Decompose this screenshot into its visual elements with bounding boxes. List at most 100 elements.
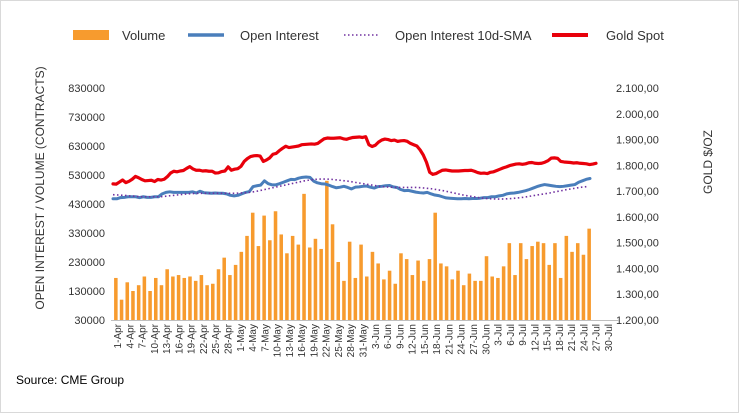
y-axis-left-ticks: 30000 130000 230000 330000 430000 530000 63000…: [68, 83, 105, 327]
volume-bar: [399, 253, 403, 320]
volume-bar: [256, 246, 261, 320]
x-tick-label: 28-Apr: [224, 323, 235, 354]
x-tick-label: 6-Jun: [383, 324, 394, 349]
volume-bar: [330, 224, 335, 320]
volume-bar: [496, 277, 500, 320]
volume-bar: [376, 263, 380, 320]
x-axis-ticks: 1-Apr 4-Apr 7-Apr 10-Apr 13-Apr 16-Apr 19-Apr 2…: [113, 323, 615, 357]
volume-bar: [433, 212, 437, 320]
volume-bar: [290, 235, 295, 320]
x-tick-label: 9-Jun: [395, 324, 406, 349]
legend-label-open-interest: Open Interest: [240, 28, 319, 43]
y-right-tick-label: 1.500,00: [616, 238, 659, 250]
x-tick-label: 19-May: [309, 324, 320, 357]
x-tick-label: 13-May: [285, 324, 296, 357]
y-left-tick-label: 830000: [68, 83, 105, 95]
volume-bar: [307, 247, 312, 320]
y-right-tick-label: 1.200,00: [616, 315, 659, 327]
volume-bar: [547, 264, 551, 320]
y-left-tick-label: 530000: [68, 170, 105, 182]
legend-label-gold-spot: Gold Spot: [606, 28, 664, 43]
volume-bar: [587, 228, 591, 320]
volume-bar: [484, 256, 489, 320]
volume-bar: [268, 240, 272, 320]
y-right-tick-label: 2.100,00: [616, 83, 659, 95]
volume-bar: [450, 279, 455, 320]
volume-bar: [165, 269, 169, 320]
y-left-tick-label: 730000: [68, 112, 105, 124]
volume-bar: [456, 270, 460, 320]
volume-bar: [553, 243, 557, 320]
volume-bar: [199, 275, 204, 320]
volume-bar: [245, 235, 249, 320]
volume-bar: [148, 291, 152, 320]
x-tick-label: 4-Apr: [125, 323, 136, 348]
volume-bar: [382, 279, 386, 320]
y-right-tick-label: 1.800,00: [616, 160, 659, 172]
x-tick-label: 9-Jul: [518, 324, 529, 346]
open-interest-line: [111, 175, 592, 201]
x-tick-label: 24-Jul: [580, 324, 591, 351]
volume-bar: [131, 291, 135, 320]
x-tick-label: 15-Jul: [543, 324, 554, 351]
x-tick-label: 21-Jul: [567, 324, 578, 351]
volume-bar: [302, 193, 306, 320]
y-right-tick-label: 1.700,00: [616, 186, 659, 198]
y-left-tick-label: 630000: [68, 141, 105, 153]
legend-item-volume: Volume: [73, 28, 165, 43]
volume-bar: [250, 212, 255, 320]
x-tick-label: 7-Apr: [138, 323, 149, 348]
legend-swatch-volume: [73, 30, 109, 40]
x-tick-label: 18-Jul: [555, 324, 566, 351]
volume-bar: [404, 259, 409, 320]
volume-bars: [114, 180, 591, 320]
volume-bar: [205, 285, 209, 320]
y-right-tick-label: 1.600,00: [616, 212, 659, 224]
x-tick-label: 13-Apr: [162, 323, 173, 354]
x-tick-label: 21-Jun: [444, 324, 455, 355]
volume-bar: [387, 270, 392, 320]
volume-bar: [171, 276, 175, 320]
legend-label-sma: Open Interest 10d-SMA: [395, 28, 532, 43]
legend: Volume Open Interest Open Interest 10d-S…: [73, 28, 664, 43]
volume-bar: [216, 269, 221, 320]
x-tick-label: 15-Jun: [420, 324, 431, 355]
volume-bar: [239, 251, 244, 320]
x-tick-label: 19-Apr: [187, 323, 198, 354]
legend-item-gold-spot: Gold Spot: [552, 28, 664, 43]
x-tick-label: 31-May: [359, 324, 370, 357]
volume-bar: [427, 259, 432, 320]
x-tick-label: 30-Jul: [604, 324, 615, 351]
volume-bar: [176, 275, 181, 320]
volume-bar: [228, 275, 232, 320]
volume-bar: [393, 283, 398, 320]
x-tick-label: 22-May: [322, 324, 333, 357]
volume-bar: [273, 211, 278, 320]
volume-bar: [422, 280, 426, 320]
volume-bar: [416, 260, 420, 320]
x-tick-label: 1-May: [236, 324, 247, 352]
y-axis-right-title: GOLD $/OZ: [701, 130, 715, 194]
volume-bar: [359, 244, 363, 320]
x-tick-label: 18-Jun: [432, 324, 443, 355]
volume-bar: [262, 215, 266, 320]
volume-bar: [536, 241, 540, 320]
volume-bar: [364, 276, 369, 320]
volume-bar: [524, 259, 529, 320]
legend-item-open-interest: Open Interest: [188, 28, 319, 43]
volume-bar: [233, 264, 238, 320]
volume-bar: [479, 280, 483, 320]
volume-bar: [325, 180, 329, 320]
volume-bar: [285, 253, 289, 320]
volume-bar: [575, 243, 580, 320]
y-left-tick-label: 430000: [68, 199, 105, 211]
x-tick-label: 25-May: [334, 324, 345, 357]
volume-bar: [439, 263, 443, 320]
source-note: Source: CME Group: [16, 373, 124, 387]
volume-bar: [507, 243, 512, 320]
x-tick-label: 24-Jun: [457, 324, 468, 355]
volume-bar: [564, 235, 569, 320]
